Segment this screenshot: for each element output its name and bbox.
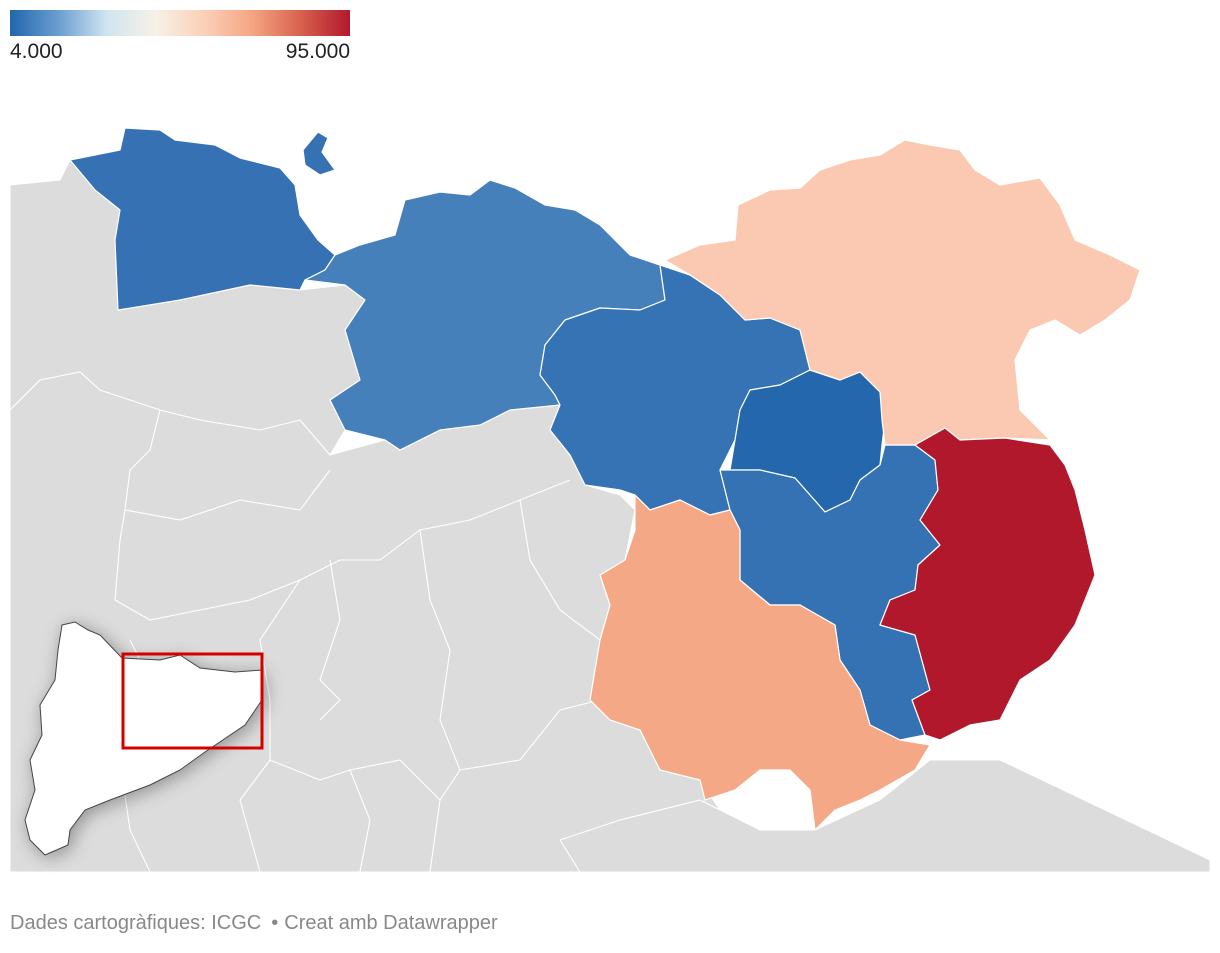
footer-separator: •	[271, 912, 279, 934]
region-east-coast	[879, 427, 1096, 741]
region-northeast	[664, 139, 1141, 446]
legend-gradient-bar	[10, 10, 350, 36]
region-south	[589, 494, 931, 831]
inset-locator-map	[24, 621, 264, 856]
region-west-1	[69, 127, 336, 311]
region-center	[539, 264, 811, 516]
footer-source: Dades cartogràfiques: ICGC	[10, 912, 262, 934]
map-layer	[10, 127, 1210, 872]
footer-credit[interactable]: Creat amb Datawrapper	[284, 912, 498, 934]
footer: Dades cartogràfiques: ICGC • Creat amb Dat…	[10, 912, 498, 935]
legend-min-label: 4.000	[10, 40, 63, 63]
color-legend: 4.000 95.000	[10, 10, 350, 64]
region-west-1-islet	[302, 131, 336, 176]
inset-highlight-box	[121, 652, 264, 750]
legend-max-label: 95.000	[285, 40, 350, 63]
inset-catalonia-shape	[24, 621, 263, 856]
legend-labels: 4.000 95.000	[10, 40, 350, 64]
